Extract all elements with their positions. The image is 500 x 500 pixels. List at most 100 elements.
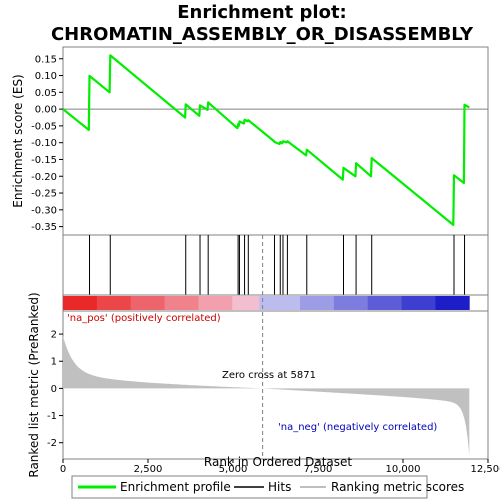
es-tick-label: -0.35 [31, 222, 57, 233]
legend-label-ranking-metric: Ranking metric scores [331, 480, 464, 494]
zero-cross-label: Zero cross at 5871 [222, 370, 316, 381]
color-band-segment [394, 296, 402, 310]
color-band-segment [83, 296, 91, 310]
color-band-segment [218, 296, 226, 310]
color-band-segment [367, 296, 375, 310]
neg-correlated-label: 'na_neg' (negatively correlated) [278, 422, 437, 433]
color-band-segment [178, 296, 186, 310]
color-band-segment [69, 296, 77, 310]
legend-label-enrichment-profile: Enrichment profile [120, 480, 231, 494]
color-band-segment [103, 296, 111, 310]
color-band-segment [300, 296, 308, 310]
color-band-segment [211, 296, 220, 310]
pos-correlated-label: 'na_pos' (positively correlated) [67, 313, 221, 324]
x-tick-label: 12,500 [471, 464, 500, 475]
color-band-segment [96, 296, 105, 310]
color-band-segment [137, 296, 145, 310]
color-band-segment [462, 296, 470, 310]
color-band-segment [428, 296, 436, 310]
color-band-segment [306, 296, 314, 310]
color-band-segment [252, 296, 260, 310]
color-band-segment [435, 296, 443, 310]
hits-panel-frame [62, 234, 489, 296]
metric-panel-frame [62, 310, 489, 460]
color-band-segment [90, 296, 98, 310]
color-band-segment [279, 296, 287, 310]
color-band-segment [239, 296, 247, 310]
color-band-segment [117, 296, 125, 310]
color-band-segment [455, 296, 463, 310]
color-band-segment [205, 296, 213, 310]
color-band-segment [245, 296, 254, 310]
color-band-segment [388, 296, 396, 310]
color-band-segment [123, 296, 132, 310]
es-panel-frame [62, 46, 489, 236]
es-axis-label: Enrichment score (ES) [11, 74, 25, 207]
color-band-segment [266, 296, 274, 310]
color-band-segment [157, 296, 165, 310]
es-tick-label: -0.30 [31, 205, 57, 216]
color-band-segment [448, 296, 457, 310]
color-band-segment [354, 296, 362, 310]
x-tick-label: 5,000 [219, 464, 248, 475]
x-axis-label: Rank in Ordered Dataset [204, 455, 352, 469]
color-band-segment [151, 296, 159, 310]
color-band-segment [171, 296, 179, 310]
metric-tick-label: -2 [47, 438, 57, 449]
ranking-color-band [62, 294, 489, 312]
color-band-segment [374, 296, 382, 310]
metric-axis-label: Ranked list metric (PreRanked) [27, 292, 41, 477]
legend-label-hits: Hits [268, 480, 291, 494]
x-tick-label: 10,000 [386, 464, 421, 475]
chart-title-line1: Enrichment plot: [177, 2, 347, 23]
es-tick-label: 0.05 [35, 88, 57, 99]
x-tick-label: 2,500 [134, 464, 163, 475]
metric-tick-label: -1 [47, 411, 57, 422]
es-tick-label: -0.10 [31, 138, 57, 149]
color-band-segment [225, 296, 233, 310]
ranking-metric-area [63, 336, 470, 456]
color-band-segment [415, 296, 423, 310]
es-tick-label: -0.15 [31, 155, 57, 166]
color-band-segment [320, 296, 328, 310]
color-band-segment [63, 296, 71, 310]
hits-panel [62, 234, 489, 296]
color-band-segment [333, 296, 342, 310]
es-tick-label: 0.10 [35, 71, 57, 82]
es-tick-label: 0.00 [35, 105, 57, 116]
metric-tick-label: 2 [51, 330, 57, 341]
chart-title-line2: CHROMATIN_ASSEMBLY_OR_DISASSEMBLY [51, 24, 474, 45]
color-band-segment [327, 296, 335, 310]
color-band-segment [340, 296, 348, 310]
color-band-segment [272, 296, 281, 310]
color-band-segment [286, 296, 294, 310]
color-band-segment [421, 296, 430, 310]
metric-panel: 2 1 0 -1 -2 'na_pos' (positively correlated)… [47, 235, 489, 460]
es-tick-label: -0.05 [31, 121, 57, 132]
color-band-segment [232, 296, 240, 310]
es-tick-label: -0.20 [31, 172, 57, 183]
es-panel: 0.15 0.10 0.05 0.00 -0.05 -0.10 -0.15 -0.20 -0.2… [31, 46, 489, 236]
color-band-segment [110, 296, 118, 310]
color-band-segment [293, 296, 301, 310]
color-band-segment [76, 296, 84, 310]
color-band-segment [259, 296, 267, 310]
color-band-segment [408, 296, 416, 310]
color-band-segment [184, 296, 193, 310]
color-band-segment [401, 296, 409, 310]
enrichment-profile-line [62, 54, 470, 226]
x-tick-label: 7,500 [304, 464, 333, 475]
color-band-segment [164, 296, 172, 310]
color-band-segment [360, 296, 369, 310]
x-tick-label: 0 [60, 464, 66, 475]
color-band-segment [381, 296, 389, 310]
metric-tick-label: 0 [51, 384, 57, 395]
color-band-segment [347, 296, 355, 310]
metric-tick-label: 1 [51, 357, 57, 368]
es-tick-label: -0.25 [31, 189, 57, 200]
es-tick-label: 0.15 [35, 54, 57, 65]
color-band-segment [198, 296, 206, 310]
legend: Enrichment profile Hits Ranking metric s… [71, 475, 464, 499]
color-band-segment [442, 296, 450, 310]
